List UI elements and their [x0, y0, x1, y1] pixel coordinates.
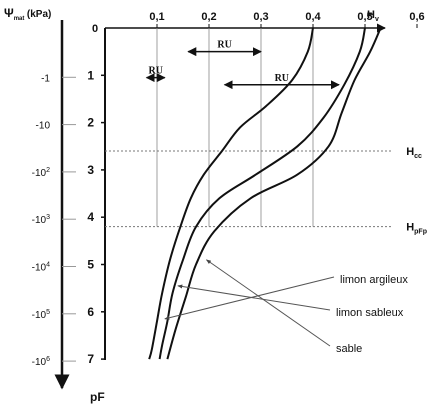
callout-label-0: limon argileux	[340, 274, 408, 286]
ru-label-0: RU	[148, 66, 162, 77]
x-tick-label-4: 0,5	[357, 11, 372, 23]
pf-origin-label: 0	[92, 23, 98, 35]
pf-tick-label-2: 3	[87, 163, 94, 177]
psi-tick-label-2: -102	[32, 167, 50, 179]
pf-tick-label-6: 7	[87, 352, 94, 366]
psi-subscript: mat	[14, 16, 25, 22]
psi-tick-label-5: -105	[32, 309, 50, 321]
x-axis-title: Hv	[367, 9, 379, 23]
callout-arrow-0	[164, 276, 335, 320]
pf-tick-label-4: 5	[87, 258, 94, 272]
pf-tick-label-3: 4	[87, 210, 94, 224]
callout-arrow-2	[205, 259, 331, 347]
ru-label-1: RU	[217, 40, 231, 51]
x-tick-label-3: 0,4	[305, 11, 321, 23]
x-tick-label-2: 0,3	[253, 11, 268, 23]
psi-tick-label-4: -104	[32, 262, 50, 274]
curve-limon-sableux	[158, 27, 366, 360]
psi-tick-label-1: -10	[36, 121, 51, 132]
pf-tick-label-5: 6	[87, 305, 94, 319]
curve-sable	[166, 27, 382, 360]
callout-label-1: limon sableux	[336, 307, 404, 319]
x-tick-label-0: 0,1	[149, 11, 164, 23]
x-axis-subscript: v	[375, 16, 379, 23]
pf-tick-label-1: 2	[87, 116, 94, 130]
ref-label-0: Hcc	[406, 146, 422, 160]
x-tick-label-1: 0,2	[201, 11, 216, 23]
ru-label-2: RU	[275, 73, 289, 84]
psi-tick-label-6: -106	[32, 356, 50, 368]
psi-tick-label-0: -1	[41, 73, 50, 84]
callout-label-2: sable	[336, 343, 362, 355]
psi-tick-label-3: -103	[32, 214, 50, 226]
ref-label-1: HpFp	[406, 222, 427, 236]
psi-axis-title: Ψmat (kPa)	[4, 6, 51, 22]
pf-tick-label-0: 1	[87, 68, 94, 82]
pf-axis-title: pF	[90, 390, 105, 404]
psi-symbol: Ψ	[4, 6, 14, 20]
x-tick-label-5: 0,6	[409, 11, 424, 23]
x-axis-label: H	[367, 9, 375, 21]
psi-unit: (kPa)	[27, 9, 51, 20]
callout-arrow-1	[177, 284, 331, 311]
